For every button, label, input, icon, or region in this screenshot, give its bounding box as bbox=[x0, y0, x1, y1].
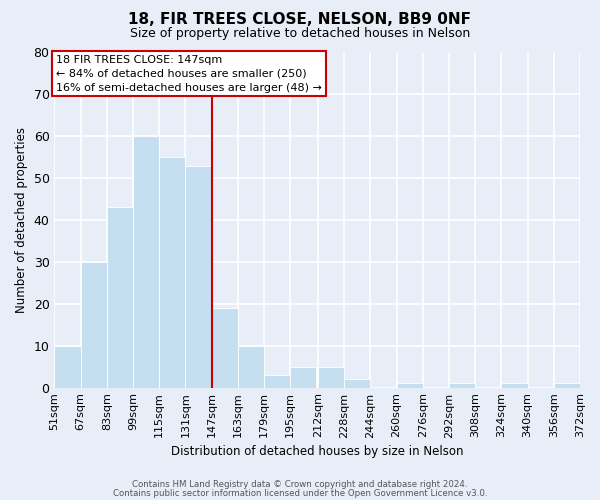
Bar bbox=[80, 262, 107, 388]
Bar bbox=[55, 346, 80, 388]
Bar bbox=[449, 384, 475, 388]
Text: 18, FIR TREES CLOSE, NELSON, BB9 0NF: 18, FIR TREES CLOSE, NELSON, BB9 0NF bbox=[128, 12, 472, 28]
Bar bbox=[185, 166, 212, 388]
Bar bbox=[290, 366, 316, 388]
Bar bbox=[212, 308, 238, 388]
Bar bbox=[159, 157, 185, 388]
Bar bbox=[344, 379, 370, 388]
Bar bbox=[238, 346, 264, 388]
Text: Contains HM Land Registry data © Crown copyright and database right 2024.: Contains HM Land Registry data © Crown c… bbox=[132, 480, 468, 489]
Bar bbox=[264, 375, 290, 388]
Bar bbox=[554, 384, 580, 388]
Y-axis label: Number of detached properties: Number of detached properties bbox=[15, 127, 28, 313]
Bar bbox=[107, 208, 133, 388]
Bar bbox=[318, 366, 344, 388]
Text: 18 FIR TREES CLOSE: 147sqm
← 84% of detached houses are smaller (250)
16% of sem: 18 FIR TREES CLOSE: 147sqm ← 84% of deta… bbox=[56, 54, 322, 92]
Text: Contains public sector information licensed under the Open Government Licence v3: Contains public sector information licen… bbox=[113, 488, 487, 498]
X-axis label: Distribution of detached houses by size in Nelson: Distribution of detached houses by size … bbox=[171, 444, 463, 458]
Bar bbox=[133, 136, 159, 388]
Bar bbox=[502, 384, 527, 388]
Bar bbox=[397, 384, 423, 388]
Text: Size of property relative to detached houses in Nelson: Size of property relative to detached ho… bbox=[130, 28, 470, 40]
